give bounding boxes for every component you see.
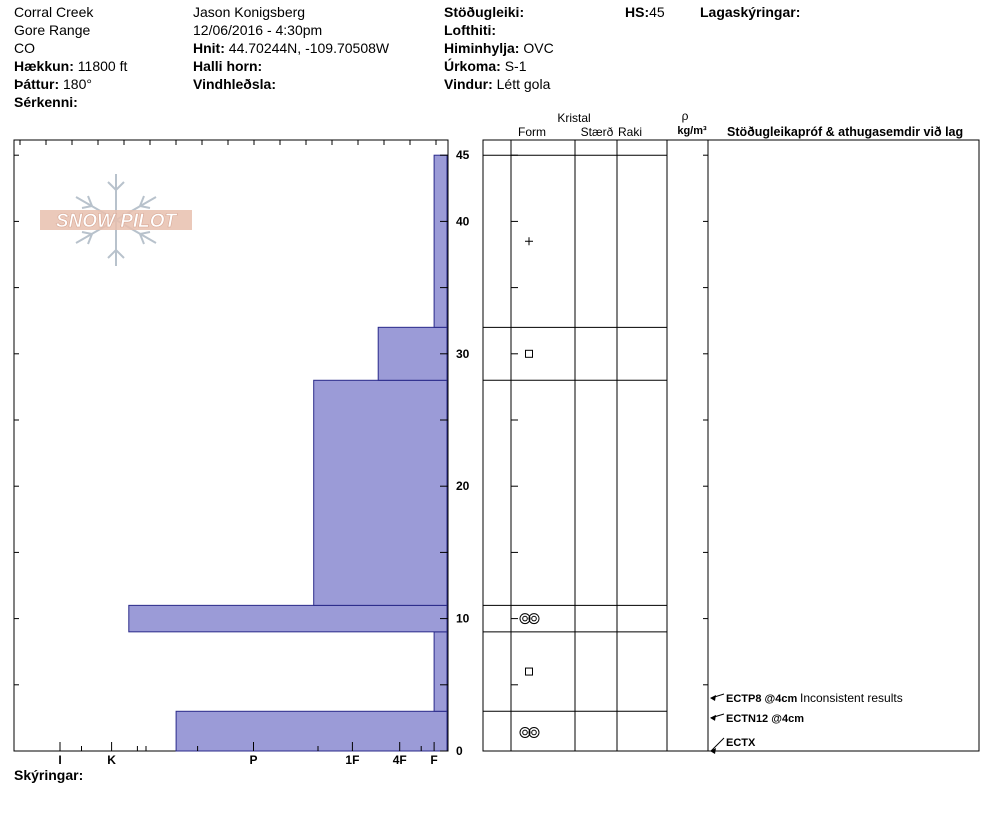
depth-tick-label: 30 [456,347,470,361]
hs-label: HS: [625,4,650,20]
hardness-tick-label: P [249,753,257,767]
slope-label: Halli horn: [193,58,263,74]
header-range: Gore Range [14,22,91,38]
hardness-layer-bar [313,379,448,606]
test-arrow-head [710,748,716,754]
features-label: Sérkenni: [14,94,78,110]
size-header: Stærð [581,125,614,139]
depth-tick-label: 10 [456,612,470,626]
hardness-tick-label: F [430,753,437,767]
hardness-layer-bar [175,710,448,752]
precip-label: Úrkoma: [444,58,501,74]
form-header: Form [518,125,546,139]
hardness-tick-label: 1F [345,753,359,767]
hardness-tick-label: I [58,753,61,767]
rounded-grain-icon [522,615,528,622]
hardness-tick-label: K [107,753,116,767]
stability-tests: ECTP8 @4cm Inconsistent results ECTN12 @4c… [710,691,903,754]
coords-label: Hnit: [193,40,225,56]
rounded-grain-icon [522,729,528,736]
header-stability: Stöðugleiki: [444,3,524,21]
rounded-grain-icon [531,615,537,622]
rounded-grain-icon [531,729,537,736]
depth-axis: 0 10 20 30 40 45 [14,148,470,758]
stability-label: Stöðugleiki: [444,4,525,20]
depth-tick-label: 40 [456,214,470,228]
header-hs: HS:45 [625,3,665,21]
rounded-grain-icon [519,726,531,738]
notes-label: Skýringar: [14,767,84,783]
rounded-grain-icon [528,726,540,738]
aspect-label: Þáttur: [14,76,60,92]
wind-label: Vindur: [444,76,493,92]
header-air-temp: Lofthiti: [444,21,496,39]
test-arrow-line [710,737,725,752]
hardness-layer-bar [377,326,448,381]
hardness-axis: I K P 1F 4F F [19,140,438,767]
density-symbol: ρ [682,109,689,123]
layer-notes-label: Lagaskýringar: [700,4,801,20]
sky-label: Himinhylja: [444,40,520,56]
header-observer: Jason Konigsberg [193,4,306,20]
faceted-grain-icon [525,349,533,358]
grain-forms [519,237,540,738]
snowpilot-logo: SNOW PILOT [40,174,192,266]
header-wind: Vindur: Létt gola [444,75,550,93]
coords-value: 44.70244N, -109.70508W [228,40,390,56]
tests-header: Stöðugleikapróf & athugasemdir við lag [727,125,963,139]
rounded-grain-icon [528,613,540,625]
moisture-header: Raki [618,125,642,139]
header-location: Corral Creek [14,4,94,20]
header-wind-loading: Vindhleðsla: [193,75,276,93]
stability-test-comment: Inconsistent results [800,691,903,705]
stability-test-label: ECTN12 @4cm [726,713,804,725]
depth-tick-label: 45 [456,148,470,162]
stability-test-label: ECTP8 @4cm [726,693,797,705]
rounded-grain-icon [519,613,531,625]
header-datetime: 12/06/2016 - 4:30pm [193,22,323,38]
hardness-layer-bar [433,154,448,328]
faceted-grain-icon [525,667,533,676]
air-temp-label: Lofthiti: [444,22,497,38]
header-coords: Hnit: 44.70244N, -109.70508W [193,39,389,57]
elevation-value: 11800 ft [77,58,128,74]
layer-boundaries [483,154,667,712]
precip-value: S-1 [504,58,527,74]
layer-table-frame [482,139,980,752]
header-features: Sérkenni: [14,93,78,111]
crystal-header: Kristal [557,111,590,125]
test-arrow-head [710,714,716,721]
density-unit: kg/m³ [677,125,707,137]
hardness-layers [128,154,448,752]
stability-test-label: ECTX [726,737,756,749]
hardness-layer-bar [128,604,448,633]
test-arrow-head [710,695,716,702]
hs-value: 45 [649,4,665,20]
logo-text: SNOW PILOT [56,211,178,232]
elevation-label: Hækkun: [14,58,74,74]
header-state: CO [14,40,35,56]
wind-loading-label: Vindhleðsla: [193,76,276,92]
hardness-tick-label: 4F [393,753,407,767]
header-precip: Úrkoma: S-1 [444,57,526,75]
depth-tick-label: 0 [456,744,463,758]
header-layer-notes: Lagaskýringar: [700,3,800,21]
header-aspect: Þáttur: 180° [14,75,92,93]
depth-tick-label: 20 [456,479,470,493]
notes-section: Skýringar: [14,766,83,784]
header-elevation: Hækkun: 11800 ft [14,57,127,75]
wind-value: Létt gola [496,76,551,92]
sky-value: OVC [523,40,554,56]
aspect-value: 180° [63,76,92,92]
header-sky: Himinhylja: OVC [444,39,554,57]
header-slope: Halli horn: [193,57,262,75]
hardness-layer-bar [433,631,448,712]
